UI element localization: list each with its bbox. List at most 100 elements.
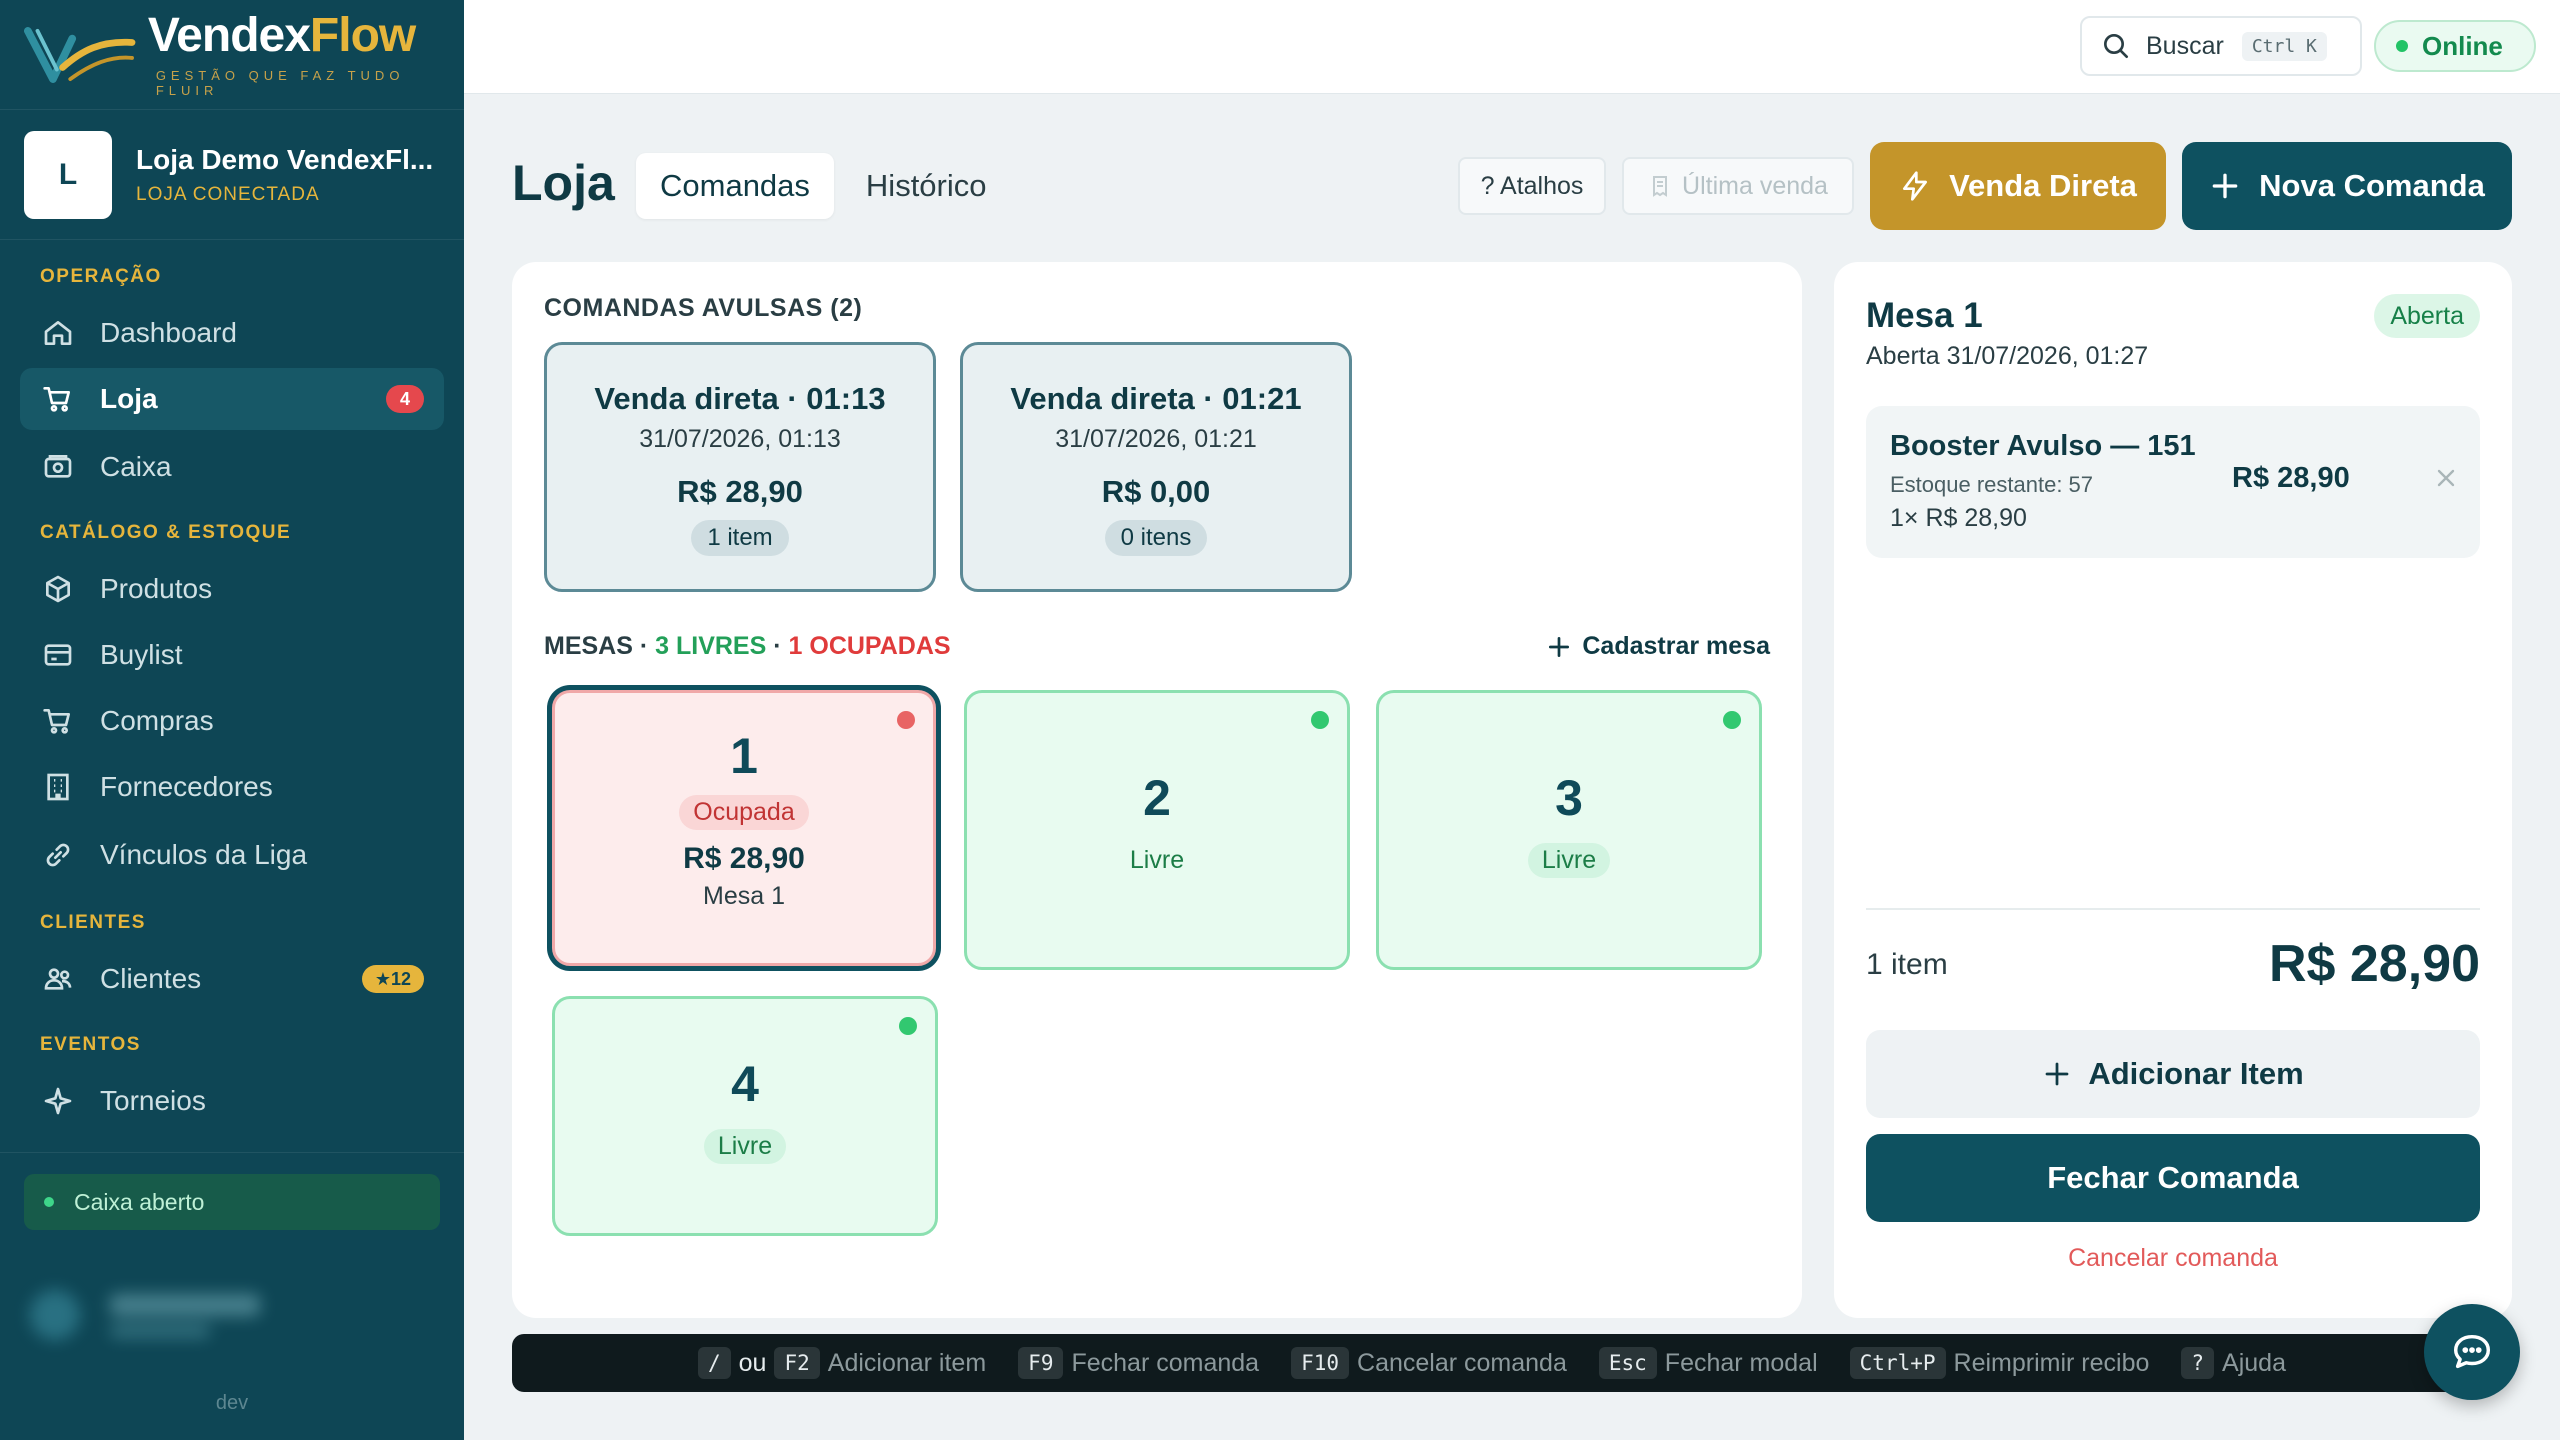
nav-section-operacao: OPERAÇÃO <box>40 266 162 287</box>
table-value: R$ 28,90 <box>683 842 805 875</box>
shortcut-label: Adicionar item <box>827 1348 987 1377</box>
sidebar-item-label: Fornecedores <box>100 771 273 802</box>
sidebar-item-label: Compras <box>100 705 214 736</box>
add-item-button[interactable]: Adicionar Item <box>1866 1030 2480 1118</box>
sidebar-item-label: Vínculos da Liga <box>100 839 308 870</box>
table-name: Mesa 1 <box>703 882 785 910</box>
order-item[interactable]: Booster Avulso — 151 Estoque restante: 5… <box>1866 406 2480 558</box>
search-icon <box>2104 34 2128 58</box>
plus-icon <box>1549 636 1570 657</box>
mesas-section-title: MESAS · 3 LIVRES · 1 OCUPADAS <box>544 632 951 661</box>
search-button[interactable]: Buscar Ctrl K <box>2080 16 2362 76</box>
caixa-status-indicator[interactable]: Caixa aberto <box>24 1174 440 1230</box>
shortcut-help: ? Ajuda <box>2181 1347 2286 1379</box>
register-table-label: Cadastrar mesa <box>1582 632 1770 660</box>
mesas-free-count: 3 LIVRES <box>655 632 767 660</box>
new-comanda-button[interactable]: Nova Comanda <box>2182 142 2512 230</box>
remove-item-icon[interactable] <box>2432 464 2460 492</box>
table-card-1[interactable]: 1 Ocupada R$ 28,90 Mesa 1 <box>552 690 936 966</box>
sidebar-item-buylist[interactable]: Buylist <box>20 624 444 686</box>
comanda-card[interactable]: Venda direta · 01:13 31/07/2026, 01:13 R… <box>544 342 936 592</box>
shortcut-label: Fechar modal <box>1664 1348 1818 1377</box>
cart-icon <box>40 703 76 739</box>
sidebar-item-clientes[interactable]: Clientes ★12 <box>20 948 444 1010</box>
comanda-card[interactable]: Venda direta · 01:21 31/07/2026, 01:21 R… <box>960 342 1352 592</box>
register-table-button[interactable]: Cadastrar mesa <box>1546 632 1770 661</box>
sidebar-item-dashboard[interactable]: Dashboard <box>20 302 444 364</box>
table-status-label: Ocupada <box>679 795 809 830</box>
tab-comandas[interactable]: Comandas <box>636 153 834 219</box>
comandas-section-title: COMANDAS AVULSAS (2) <box>544 294 863 322</box>
sidebar-item-torneios[interactable]: Torneios <box>20 1070 444 1132</box>
online-status-badge: Online <box>2374 20 2536 72</box>
lightning-icon <box>1903 171 1928 201</box>
sidebar-item-label: Buylist <box>100 639 183 670</box>
table-number: 1 <box>730 728 758 784</box>
sidebar-item-vinculos-da-liga[interactable]: Vínculos da Liga <box>20 824 444 886</box>
table-number: 4 <box>731 1056 759 1112</box>
shortcut-key: Esc <box>1598 1347 1657 1379</box>
cart-icon <box>40 381 76 417</box>
comanda-value: R$ 0,00 <box>1101 474 1211 509</box>
building-icon <box>40 769 76 805</box>
table-status-dot <box>899 1017 917 1035</box>
shortcut-key: F9 <box>1018 1347 1064 1379</box>
view-tabs: Comandas Histórico <box>636 153 1019 219</box>
add-item-label: Adicionar Item <box>2088 1056 2304 1091</box>
tab-historico[interactable]: Histórico <box>865 168 987 203</box>
cancel-comanda-link[interactable]: Cancelar comanda <box>2068 1244 2278 1272</box>
search-shortcut-kbd: Ctrl K <box>2241 31 2327 61</box>
table-card-2[interactable]: 2 Livre <box>964 690 1350 970</box>
nav-section-clientes: CLIENTES <box>40 912 146 933</box>
sidebar-item-label: Torneios <box>100 1085 206 1116</box>
home-icon <box>40 315 76 351</box>
sidebar-item-label: Produtos <box>100 573 213 604</box>
last-sale-button[interactable]: Última venda <box>1622 157 1854 215</box>
table-card-3[interactable]: 3 Livre <box>1376 690 1762 970</box>
sidebar-item-produtos[interactable]: Produtos <box>20 558 444 620</box>
top-bar: Buscar Ctrl K Online <box>464 0 2560 94</box>
chat-button[interactable] <box>2424 1304 2520 1400</box>
shortcut-label: Cancelar comanda <box>1357 1348 1567 1377</box>
order-item-stock: Estoque restante: 57 <box>1890 472 2094 497</box>
shortcut-add-item: / ou F2 Adicionar item <box>698 1347 986 1379</box>
direct-sale-button[interactable]: Venda Direta <box>1870 142 2166 230</box>
table-status-label: Livre <box>1527 843 1611 878</box>
shortcuts-button[interactable]: ? Atalhos <box>1458 157 1606 215</box>
comanda-title: Venda direta · 01:13 <box>594 381 886 416</box>
store-name: Loja Demo VendexFl... <box>136 143 434 175</box>
shortcut-close-comanda: F9 Fechar comanda <box>1018 1347 1259 1379</box>
sidebar-item-caixa[interactable]: Caixa <box>20 436 444 498</box>
comanda-detail-panel: Mesa 1 Aberta 31/07/2026, 01:27 Aberta B… <box>1834 262 2512 1318</box>
sidebar-badge-clientes: ★12 <box>362 965 424 993</box>
sidebar-item-fornecedores[interactable]: Fornecedores <box>20 756 444 818</box>
shortcut-cancel-comanda: F10 Cancelar comanda <box>1291 1347 1567 1379</box>
order-item-price: R$ 28,90 <box>2232 462 2350 494</box>
comanda-date: 31/07/2026, 01:13 <box>639 425 841 453</box>
table-status-dot <box>1723 711 1741 729</box>
close-comanda-button[interactable]: Fechar Comanda <box>1866 1134 2480 1222</box>
shortcut-key: Ctrl+P <box>1849 1347 1946 1379</box>
nav-section-catalogo: CATÁLOGO & ESTOQUE <box>40 522 292 543</box>
box-icon <box>40 571 76 607</box>
brand-logo[interactable]: VendexFlow GESTÃO QUE FAZ TUDO FLUIR <box>0 0 464 110</box>
keyboard-shortcuts-bar: / ou F2 Adicionar item F9 Fechar comanda… <box>512 1334 2472 1392</box>
sidebar-item-loja[interactable]: Loja 4 <box>20 368 444 430</box>
order-item-name: Booster Avulso — 151 <box>1890 430 2196 462</box>
store-selector[interactable]: L Loja Demo VendexFl... LOJA CONECTADA <box>0 110 464 240</box>
status-dot <box>44 1197 54 1207</box>
comanda-item-count: 1 item <box>691 520 789 556</box>
online-label: Online <box>2422 30 2503 61</box>
user-profile-blurred[interactable] <box>30 1280 430 1350</box>
brand-mark-icon <box>24 26 136 83</box>
users-icon <box>40 961 76 997</box>
table-card-4[interactable]: 4 Livre <box>552 996 938 1236</box>
sparkle-icon <box>40 1083 76 1119</box>
search-label: Buscar <box>2146 31 2224 60</box>
sidebar-item-label: Clientes <box>100 963 202 994</box>
comanda-date: 31/07/2026, 01:21 <box>1055 425 1257 453</box>
sidebar-item-compras[interactable]: Compras <box>20 690 444 752</box>
shortcut-key: / <box>698 1347 731 1379</box>
nav-section-eventos: EVENTOS <box>40 1034 141 1055</box>
plus-icon <box>2212 173 2238 199</box>
